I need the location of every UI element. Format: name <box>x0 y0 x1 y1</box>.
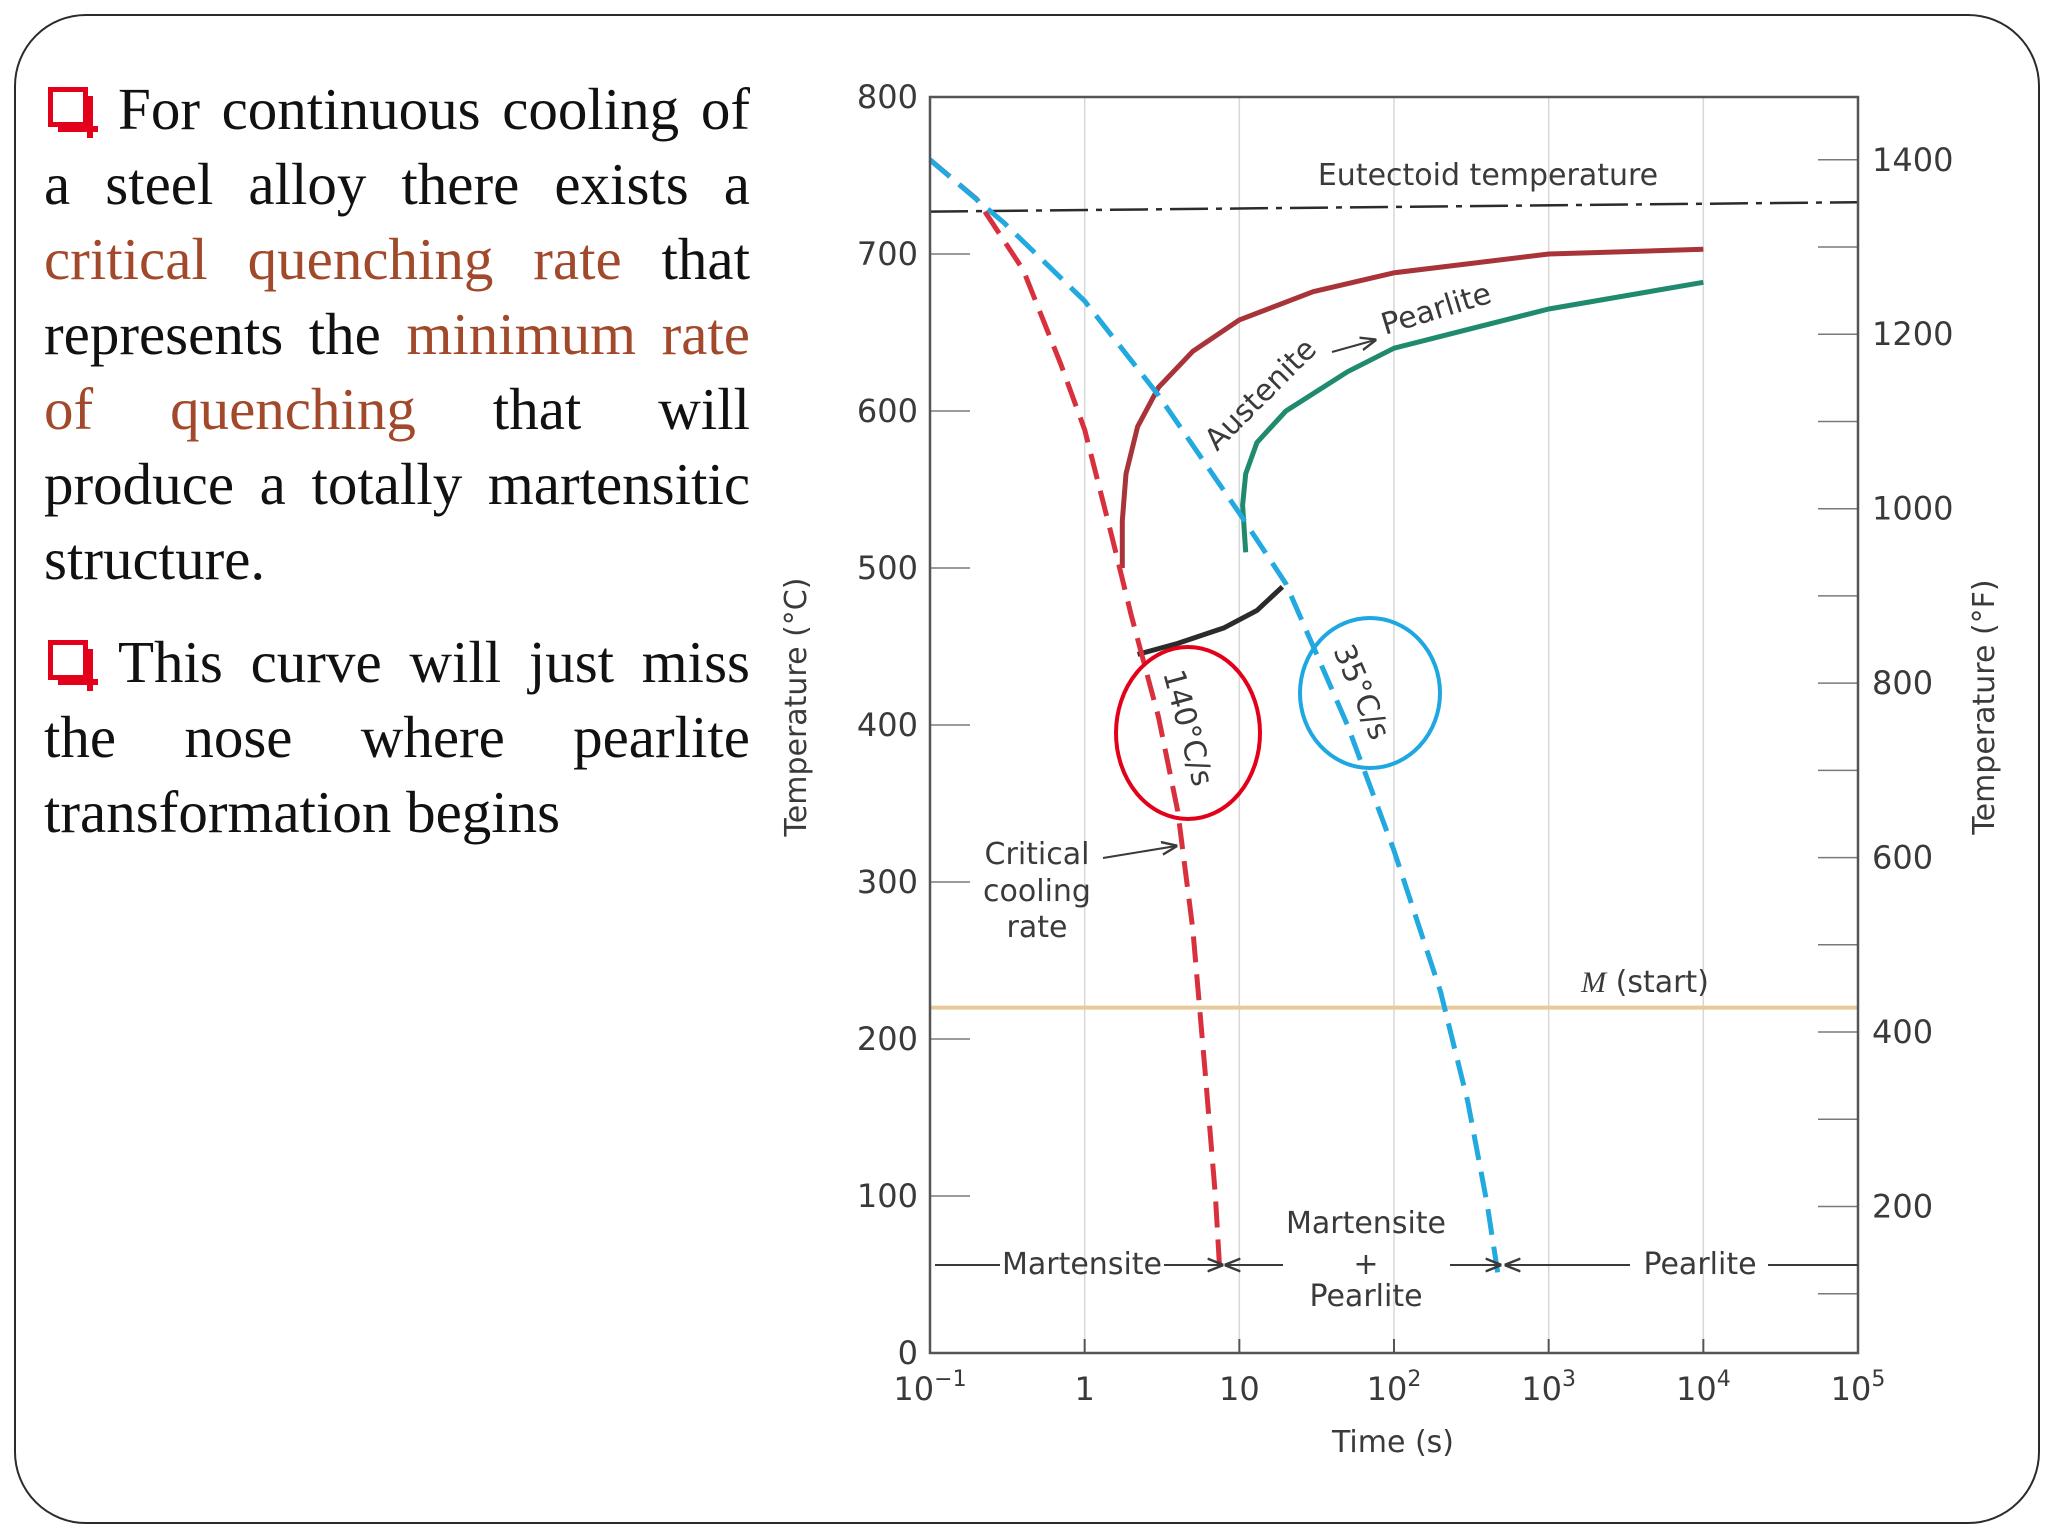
red-highlight-circle <box>1114 645 1262 821</box>
critical-label-line2: cooling <box>983 874 1091 909</box>
blue-highlight-circle <box>1298 616 1442 770</box>
y-right-tick-label: 800 <box>1872 664 1933 702</box>
rate-label-140: 140°C/s <box>1155 666 1220 790</box>
y-right-tick-label: 600 <box>1872 839 1933 877</box>
y-tick-label: 0 <box>898 1334 918 1372</box>
region-mix-line3: Pearlite <box>1309 1279 1422 1314</box>
y-right-tick-label: 200 <box>1872 1187 1933 1225</box>
x-axis-title: Time (s) <box>1331 1425 1454 1460</box>
y-right-tick-label: 1000 <box>1872 490 1953 528</box>
y-axis-title-right: Temperature (°F) <box>1967 579 2002 835</box>
critical-rate-arrow <box>1102 846 1176 859</box>
y-tick-label: 200 <box>857 1020 918 1058</box>
bullet-2: This curve will just miss the nose where… <box>44 625 750 850</box>
y-tick-label: 300 <box>857 863 918 901</box>
highlight-minimum-rate: minimum rate of quenching <box>44 301 750 442</box>
plot-frame <box>928 95 1860 1355</box>
critical-label-line1: Critical <box>985 837 1090 872</box>
reference-lines <box>929 200 1859 1010</box>
bullet-2-text: This curve will just miss the nose where… <box>44 629 750 845</box>
bullet-1-text-c: that will produce a totally martensitic … <box>44 376 750 592</box>
x-tick-label: 1 <box>1074 1370 1094 1408</box>
y-right-tick-label: 1200 <box>1872 315 1953 353</box>
hollow-square-bullet-icon <box>48 87 98 138</box>
pearlite-upper-label: Pearlite <box>1377 276 1495 343</box>
y-tick-label: 100 <box>857 1177 918 1215</box>
y-tick-label: 400 <box>857 706 918 744</box>
slide-frame <box>14 14 2040 1524</box>
series-line-4 <box>928 157 1501 1275</box>
region-martensite-label: Martensite <box>1002 1247 1162 1282</box>
y-axis-title-left: Temperature (°C) <box>779 578 814 838</box>
y-tick-label: 700 <box>857 235 918 273</box>
bullet-1-text-b: that represents the <box>44 226 750 367</box>
y-tick-label: 800 <box>857 78 918 116</box>
y-tick-label: 500 <box>857 549 918 587</box>
y-right-tick-label: 1400 <box>1872 141 1953 179</box>
axes: 10−1 1 10 102 103 104 105 0 100 200 300 400 500 600 70… <box>857 78 1954 1408</box>
x-tick-label: 102 <box>1367 1367 1422 1408</box>
bullet-1-text-a: For continuous cooling of a steel alloy … <box>44 76 750 217</box>
hollow-square-bullet-icon <box>48 640 98 691</box>
eutectoid-label: Eutectoid temperature <box>1318 158 1658 193</box>
series-line-3 <box>928 157 1223 1275</box>
y-right-tick-label: 400 <box>1872 1013 1933 1051</box>
x-tick-label: 10−1 <box>893 1367 966 1408</box>
grid-lines <box>1083 97 1705 1353</box>
region-pearlite-label: Pearlite <box>1643 1247 1756 1282</box>
m-start-label: M (start) <box>1580 965 1709 1000</box>
text-panel: For continuous cooling of a steel alloy … <box>44 72 750 878</box>
region-mix-line2: + <box>1353 1247 1378 1282</box>
bullet-1: For continuous cooling of a steel alloy … <box>44 72 750 597</box>
series-line-1 <box>1240 279 1704 553</box>
x-tick-label: 103 <box>1521 1367 1576 1408</box>
series-line-0 <box>1119 246 1704 568</box>
series-lines <box>928 157 1704 1275</box>
rate-label-35: 35°C/s <box>1326 639 1397 745</box>
series-line-2 <box>1136 584 1285 657</box>
critical-label-line3: rate <box>1007 910 1068 945</box>
highlight-critical-quenching-rate: critical quenching rate <box>44 226 622 292</box>
eutectoid-line <box>929 200 1859 213</box>
x-tick-label: 10 <box>1219 1370 1260 1408</box>
austenite-pearlite-arrow <box>1331 340 1375 353</box>
region-mix-line1: Martensite <box>1286 1206 1446 1241</box>
y-tick-label: 600 <box>857 392 918 430</box>
x-tick-label: 104 <box>1676 1367 1731 1408</box>
x-tick-label: 105 <box>1831 1367 1886 1408</box>
